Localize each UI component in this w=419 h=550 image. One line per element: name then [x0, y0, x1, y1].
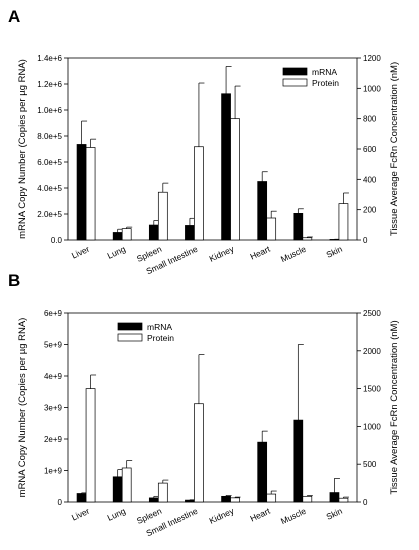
- left-axis: 0 1e+9 2e+9 3e+9 4e+9 5e+9 6e+9: [44, 309, 68, 507]
- right-tick-label: 1500: [363, 385, 381, 394]
- legend-swatch-protein: [117, 333, 143, 342]
- right-axis: 0 500 1000 1500 2000 2500: [357, 309, 381, 507]
- bar-protein-spleen: [157, 191, 168, 241]
- bar-mrna-heart: [257, 441, 268, 503]
- y-axis-title-left: mRNA Copy Number (Copies per µg RNA): [17, 59, 28, 239]
- left-tick-label: 1.2e+6: [37, 80, 62, 89]
- y-axis-title-right: Tissue Average FcRn Concentration (nM): [389, 62, 400, 236]
- legend-label-mrna: mRNA: [147, 322, 172, 332]
- category-label: Muscle: [279, 506, 308, 527]
- right-tick-label: 2500: [363, 309, 381, 318]
- left-axis: 0.0 2.0e+5 4.0e+5 6.0e+5 8.0e+5 1.0e+6 1.2e+6 1…: [37, 54, 68, 245]
- bar-mrna-liver: [76, 144, 87, 241]
- legend-swatch-mrna: [117, 322, 143, 331]
- bar-protein-skin: [338, 497, 349, 503]
- right-tick-label: 1000: [363, 84, 381, 93]
- bar-protein-kidney: [230, 497, 240, 503]
- legend-label-protein: Protein: [312, 78, 339, 88]
- left-tick-label: 8.0e+5: [37, 132, 62, 141]
- left-tick-label: 1.0e+6: [37, 106, 62, 115]
- right-tick-label: 0: [363, 498, 368, 507]
- left-tick-label: 2.0e+5: [37, 210, 62, 219]
- chart-panel-a: A 0.0 2.0e+5 4.0e+5 6.0e+5 8.0e+5 1.0e+6 1.2e+6…: [8, 7, 400, 276]
- left-tick-label: 6.0e+5: [37, 158, 62, 167]
- bars: [76, 66, 349, 241]
- left-tick-label: 3e+9: [44, 404, 63, 413]
- bar-mrna-spleen: [148, 497, 159, 503]
- bar-protein-muscle: [302, 237, 313, 241]
- right-tick-label: 800: [363, 115, 377, 124]
- left-tick-label: 5e+9: [44, 341, 63, 350]
- legend-swatch-mrna: [282, 67, 308, 76]
- category-label: Skin: [325, 244, 344, 260]
- bar-mrna-skin: [329, 492, 340, 503]
- panel-label: A: [8, 7, 20, 26]
- left-tick-label: 0.0: [51, 236, 63, 245]
- category-label: Kidney: [208, 243, 236, 263]
- bar-mrna-lung: [112, 232, 123, 241]
- category-label: Kidney: [208, 505, 236, 525]
- left-tick-label: 4e+9: [44, 372, 63, 381]
- category-label: Skin: [325, 506, 344, 522]
- right-tick-label: 600: [363, 145, 377, 154]
- bar-protein-lung: [121, 228, 132, 241]
- left-tick-label: 4.0e+5: [37, 184, 62, 193]
- bar-protein-kidney: [230, 118, 240, 241]
- legend-label-protein: Protein: [147, 333, 174, 343]
- legend-label-mrna: mRNA: [312, 67, 337, 77]
- bar-protein-heart: [266, 217, 277, 241]
- right-tick-label: 2000: [363, 347, 381, 356]
- category-label: Heart: [248, 505, 272, 523]
- right-axis: 0 200 400 600 800 1000 1200: [357, 54, 381, 245]
- right-tick-label: 500: [363, 460, 377, 469]
- right-tick-label: 200: [363, 206, 377, 215]
- bar-mrna-kidney: [221, 495, 231, 503]
- bar-protein-skin: [338, 203, 349, 241]
- bar-mrna-kidney: [221, 93, 231, 241]
- bar-protein-small-intestine: [194, 146, 204, 241]
- category-label: Lung: [106, 506, 128, 523]
- panel-label: B: [8, 271, 20, 290]
- bar-mrna-heart: [257, 181, 268, 241]
- left-tick-label: 0: [58, 498, 63, 507]
- bar-mrna-muscle: [293, 419, 304, 503]
- bar-protein-small-intestine: [194, 403, 204, 503]
- bar-protein-lung: [121, 467, 132, 503]
- right-tick-label: 1000: [363, 422, 381, 431]
- plot-frame: [67, 312, 358, 503]
- chart-panel-b: B 0 1e+9 2e+9 3e+9 4e+9 5e+9 6e+9 0 500 1000 1500 20…: [8, 271, 400, 538]
- bar-mrna-small-intestine: [185, 499, 195, 503]
- category-label: Lung: [106, 244, 128, 261]
- bar-protein-liver: [85, 147, 96, 241]
- right-tick-label: 0: [363, 236, 368, 245]
- category-label: Liver: [70, 506, 91, 523]
- bar-mrna-muscle: [293, 213, 304, 241]
- legend-swatch-protein: [282, 78, 308, 87]
- left-tick-label: 2e+9: [44, 435, 63, 444]
- bar-mrna-lung: [112, 476, 123, 503]
- category-label: Muscle: [279, 244, 308, 265]
- y-axis-title-left: mRNA Copy Number (Copies per µg RNA): [17, 318, 28, 498]
- right-tick-label: 1200: [363, 54, 381, 63]
- left-tick-label: 1.4e+6: [37, 54, 62, 63]
- y-axis-title-right: Tissue Average FcRn Concentration (nM): [389, 320, 400, 494]
- category-label: Liver: [70, 244, 91, 261]
- left-tick-label: 1e+9: [44, 467, 63, 476]
- bar-protein-heart: [266, 493, 277, 503]
- bar-mrna-spleen: [148, 224, 159, 241]
- bar-protein-muscle: [302, 495, 313, 503]
- right-tick-label: 400: [363, 175, 377, 184]
- bar-protein-spleen: [157, 482, 168, 503]
- bars: [76, 344, 349, 503]
- bar-mrna-liver: [76, 493, 87, 503]
- bar-mrna-small-intestine: [185, 225, 195, 241]
- left-tick-label: 6e+9: [44, 309, 63, 318]
- bar-protein-liver: [85, 388, 96, 503]
- category-label: Heart: [248, 243, 272, 261]
